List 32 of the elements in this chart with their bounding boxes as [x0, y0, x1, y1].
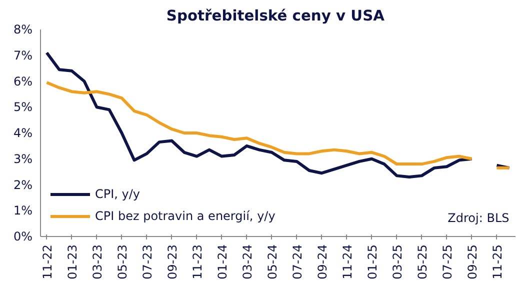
x-tick-label: 11-23 [190, 244, 204, 280]
y-tick-label: 1% [13, 204, 33, 218]
y-tick-label: 8% [13, 22, 33, 36]
x-tick-label: 01-24 [215, 244, 230, 280]
y-tick-label: 4% [13, 126, 33, 140]
x-tick-label: 11-25 [490, 244, 504, 280]
legend-label: CPI bez potravin a energií, y/y [95, 209, 276, 223]
y-tick-label: 2% [13, 178, 33, 192]
x-tick-label: 07-25 [440, 244, 454, 280]
x-tick-label: 09-23 [165, 244, 180, 280]
x-tick-label: 09-24 [315, 244, 330, 280]
y-tick-label: 7% [13, 48, 33, 62]
x-tick-label: 09-25 [465, 244, 480, 280]
x-tick-label: 05-25 [415, 244, 430, 280]
x-tick-label: 05-23 [115, 244, 130, 280]
x-tick-label: 03-24 [240, 244, 254, 280]
x-tick-label: 01-25 [365, 244, 380, 280]
y-tick-label: 0% [13, 230, 33, 244]
x-tick-label: 07-24 [290, 244, 304, 280]
x-tick-label: 11-24 [340, 244, 354, 280]
x-tick-label: 05-24 [265, 244, 280, 280]
y-tick-label: 6% [13, 74, 33, 88]
legend-label: CPI, y/y [95, 187, 140, 201]
y-tick-label: 5% [13, 100, 33, 114]
annotation: Zdroj: BLS [448, 210, 510, 225]
x-tick-label: 11-22 [40, 244, 54, 280]
x-tick-label: 01-23 [65, 244, 80, 280]
x-tick-label: 07-23 [140, 244, 154, 280]
x-tick-label: 03-23 [90, 244, 104, 280]
x-tick-label: 03-25 [390, 244, 404, 280]
chart-title: Spotřebitelské ceny v USA [166, 8, 386, 24]
y-tick-label: 3% [13, 152, 33, 166]
